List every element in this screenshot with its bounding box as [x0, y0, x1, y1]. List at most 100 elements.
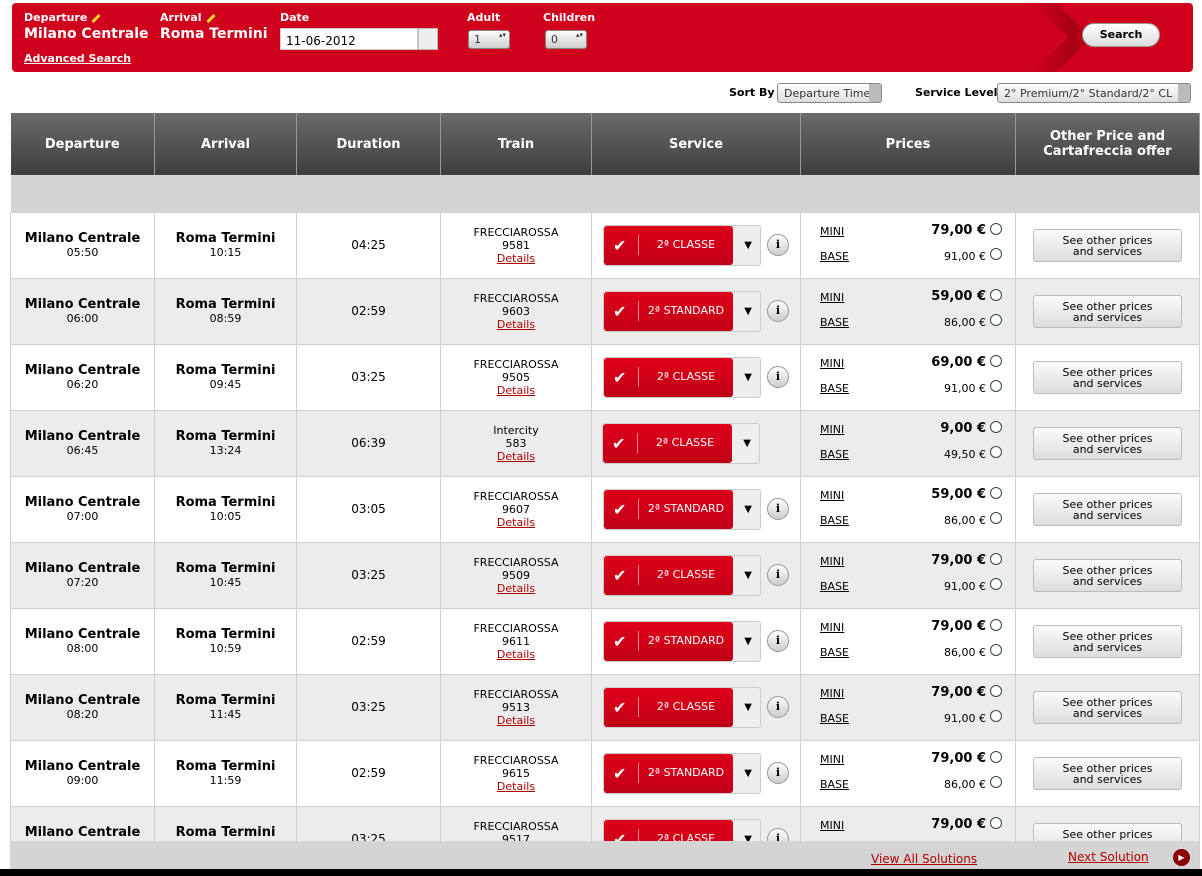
service-select[interactable]: ✔ 2ª STANDARD ▼ [603, 752, 761, 794]
mini-radio[interactable] [990, 552, 1002, 565]
column-header[interactable]: Duration [296, 113, 441, 175]
service-select[interactable]: ✔ 2ª CLASSE ▼ [603, 554, 761, 596]
info-icon[interactable]: i [767, 564, 789, 586]
service-select[interactable]: ✔ 2ª STANDARD ▼ [603, 488, 761, 530]
base-radio[interactable] [990, 511, 1002, 524]
service-select[interactable]: ✔ 2ª CLASSE ▼ [603, 224, 761, 266]
mini-fare-link[interactable]: MINI [820, 224, 845, 238]
details-link[interactable]: Details [496, 449, 536, 463]
children-select[interactable]: 0 [545, 30, 587, 49]
base-fare-link[interactable]: BASE [820, 381, 850, 395]
mini-fare-link[interactable]: MINI [820, 356, 845, 370]
base-radio[interactable] [990, 445, 1002, 458]
mini-fare-link[interactable]: MINI [820, 290, 845, 304]
service-select[interactable]: ✔ 2ª CLASSE ▼ [603, 686, 761, 728]
departure-value[interactable]: Milano Centrale [24, 26, 149, 42]
chevron-down-icon[interactable]: ▼ [744, 635, 752, 647]
mini-radio[interactable] [990, 618, 1002, 631]
base-fare-link[interactable]: BASE [820, 249, 850, 263]
column-header[interactable]: Other Price and Cartafreccia offer [1015, 113, 1200, 175]
mini-fare-link[interactable]: MINI [820, 620, 845, 634]
base-radio[interactable] [990, 247, 1002, 260]
view-all-solutions-link[interactable]: View All Solutions [871, 852, 978, 866]
mini-radio[interactable] [990, 354, 1002, 367]
mini-fare-link[interactable]: MINI [820, 686, 845, 700]
next-solution-link[interactable]: Next Solution [1068, 850, 1149, 864]
column-header[interactable]: Arrival [154, 113, 297, 175]
details-link[interactable]: Details [496, 647, 536, 661]
mini-fare-link[interactable]: MINI [820, 488, 845, 502]
mini-fare-link[interactable]: MINI [820, 422, 845, 436]
details-link[interactable]: Details [496, 713, 536, 727]
info-icon[interactable]: i [767, 630, 789, 652]
column-header[interactable]: Service [591, 113, 801, 175]
mini-radio[interactable] [990, 288, 1002, 301]
pencil-icon[interactable] [91, 13, 101, 23]
mini-fare-link[interactable]: MINI [820, 818, 845, 832]
base-radio[interactable] [990, 379, 1002, 392]
base-radio[interactable] [990, 577, 1002, 590]
mini-radio[interactable] [990, 684, 1002, 697]
mini-fare-link[interactable]: MINI [820, 554, 845, 568]
mini-radio[interactable] [990, 222, 1002, 235]
mini-radio[interactable] [990, 750, 1002, 763]
details-link[interactable]: Details [496, 779, 536, 793]
chevron-down-icon[interactable]: ▼ [744, 569, 752, 581]
mini-fare-link[interactable]: MINI [820, 752, 845, 766]
details-link[interactable]: Details [496, 515, 536, 529]
info-icon[interactable]: i [767, 498, 789, 520]
service-level-select[interactable]: 2° Premium/2° Standard/2° CL [997, 83, 1191, 103]
base-fare-link[interactable]: BASE [820, 777, 850, 791]
details-link[interactable]: Details [496, 581, 536, 595]
info-icon[interactable]: i [767, 366, 789, 388]
adult-select[interactable]: 1 [468, 30, 510, 49]
details-link[interactable]: Details [496, 317, 536, 331]
base-fare-link[interactable]: BASE [820, 513, 850, 527]
base-fare-link[interactable]: BASE [820, 315, 850, 329]
column-header[interactable]: Departure [10, 113, 155, 175]
base-fare-link[interactable]: BASE [820, 447, 850, 461]
service-select[interactable]: ✔ 2ª CLASSE ▼ [602, 422, 760, 464]
chevron-down-icon[interactable]: ▼ [744, 371, 752, 383]
advanced-search-link[interactable]: Advanced Search [24, 52, 132, 65]
chevron-down-icon[interactable]: ▼ [744, 767, 752, 779]
mini-radio[interactable] [990, 420, 1002, 433]
info-icon[interactable]: i [767, 234, 789, 256]
info-icon[interactable]: i [767, 696, 789, 718]
base-radio[interactable] [990, 313, 1002, 326]
service-select[interactable]: ✔ 2ª STANDARD ▼ [603, 620, 761, 662]
search-button[interactable]: Search [1082, 23, 1160, 47]
details-link[interactable]: Details [496, 383, 536, 397]
chevron-down-icon[interactable]: ▼ [744, 701, 752, 713]
chevron-down-icon[interactable]: ▼ [743, 437, 751, 449]
next-arrow-icon[interactable]: ▶ [1173, 849, 1190, 866]
service-select[interactable]: ✔ 2ª STANDARD ▼ [603, 290, 761, 332]
chevron-down-icon[interactable]: ▼ [744, 305, 752, 317]
mini-radio[interactable] [990, 816, 1002, 829]
arrival-value[interactable]: Roma Termini [160, 26, 268, 42]
sort-by-select[interactable]: Departure Time [777, 83, 882, 103]
chevron-down-icon[interactable]: ▼ [744, 833, 752, 845]
base-fare-link[interactable]: BASE [820, 579, 850, 593]
base-radio[interactable] [990, 643, 1002, 656]
pencil-icon[interactable] [205, 13, 216, 23]
base-fare-link[interactable]: BASE [820, 711, 850, 725]
info-icon[interactable]: i [767, 762, 789, 784]
chevron-down-icon[interactable]: ▼ [744, 239, 752, 251]
chevron-down-icon[interactable]: ▼ [744, 503, 752, 515]
column-header[interactable]: Train [440, 113, 592, 175]
service-select[interactable]: ✔ 2ª CLASSE ▼ [603, 356, 761, 398]
details-link[interactable]: Details [496, 251, 536, 265]
date-input[interactable]: 11-06-2012 [280, 28, 418, 50]
base-radio[interactable] [990, 709, 1002, 722]
mini-radio[interactable] [990, 486, 1002, 499]
